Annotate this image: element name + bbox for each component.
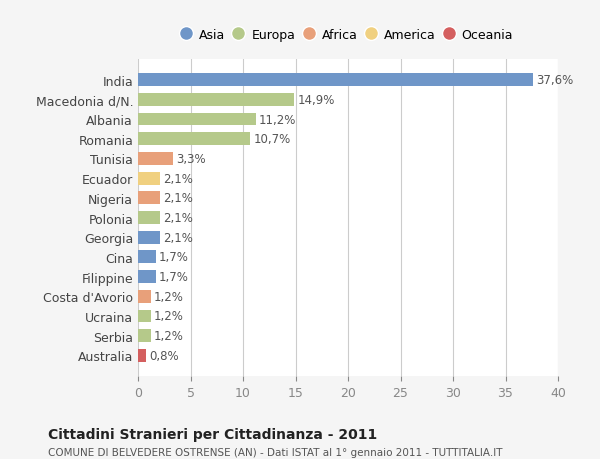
Text: 1,7%: 1,7%	[159, 251, 189, 264]
Bar	[138, 172, 160, 185]
Text: COMUNE DI BELVEDERE OSTRENSE (AN) - Dati ISTAT al 1° gennaio 2011 - TUTTITALIA.I: COMUNE DI BELVEDERE OSTRENSE (AN) - Dati…	[48, 448, 503, 458]
Bar	[138, 74, 533, 87]
Text: 2,1%: 2,1%	[163, 192, 193, 205]
Text: 10,7%: 10,7%	[254, 133, 291, 146]
Bar	[138, 94, 295, 106]
Bar	[138, 310, 151, 323]
Bar	[138, 153, 173, 165]
Bar	[138, 251, 156, 264]
Text: Cittadini Stranieri per Cittadinanza - 2011: Cittadini Stranieri per Cittadinanza - 2…	[48, 427, 377, 441]
Bar	[138, 133, 250, 146]
Bar	[138, 192, 160, 205]
Text: 2,1%: 2,1%	[163, 172, 193, 185]
Text: 14,9%: 14,9%	[298, 94, 335, 106]
Bar	[138, 271, 156, 283]
Text: 37,6%: 37,6%	[536, 74, 573, 87]
Text: 2,1%: 2,1%	[163, 231, 193, 244]
Text: 2,1%: 2,1%	[163, 212, 193, 224]
Legend: Asia, Europa, Africa, America, Oceania: Asia, Europa, Africa, America, Oceania	[179, 25, 517, 45]
Text: 3,3%: 3,3%	[176, 152, 205, 166]
Bar	[138, 231, 160, 244]
Bar	[138, 113, 256, 126]
Text: 1,2%: 1,2%	[154, 290, 184, 303]
Text: 1,2%: 1,2%	[154, 310, 184, 323]
Bar	[138, 330, 151, 342]
Text: 0,8%: 0,8%	[149, 349, 179, 362]
Text: 1,7%: 1,7%	[159, 270, 189, 284]
Bar	[138, 212, 160, 224]
Bar	[138, 290, 151, 303]
Text: 1,2%: 1,2%	[154, 330, 184, 342]
Text: 11,2%: 11,2%	[259, 113, 296, 126]
Bar	[138, 349, 146, 362]
